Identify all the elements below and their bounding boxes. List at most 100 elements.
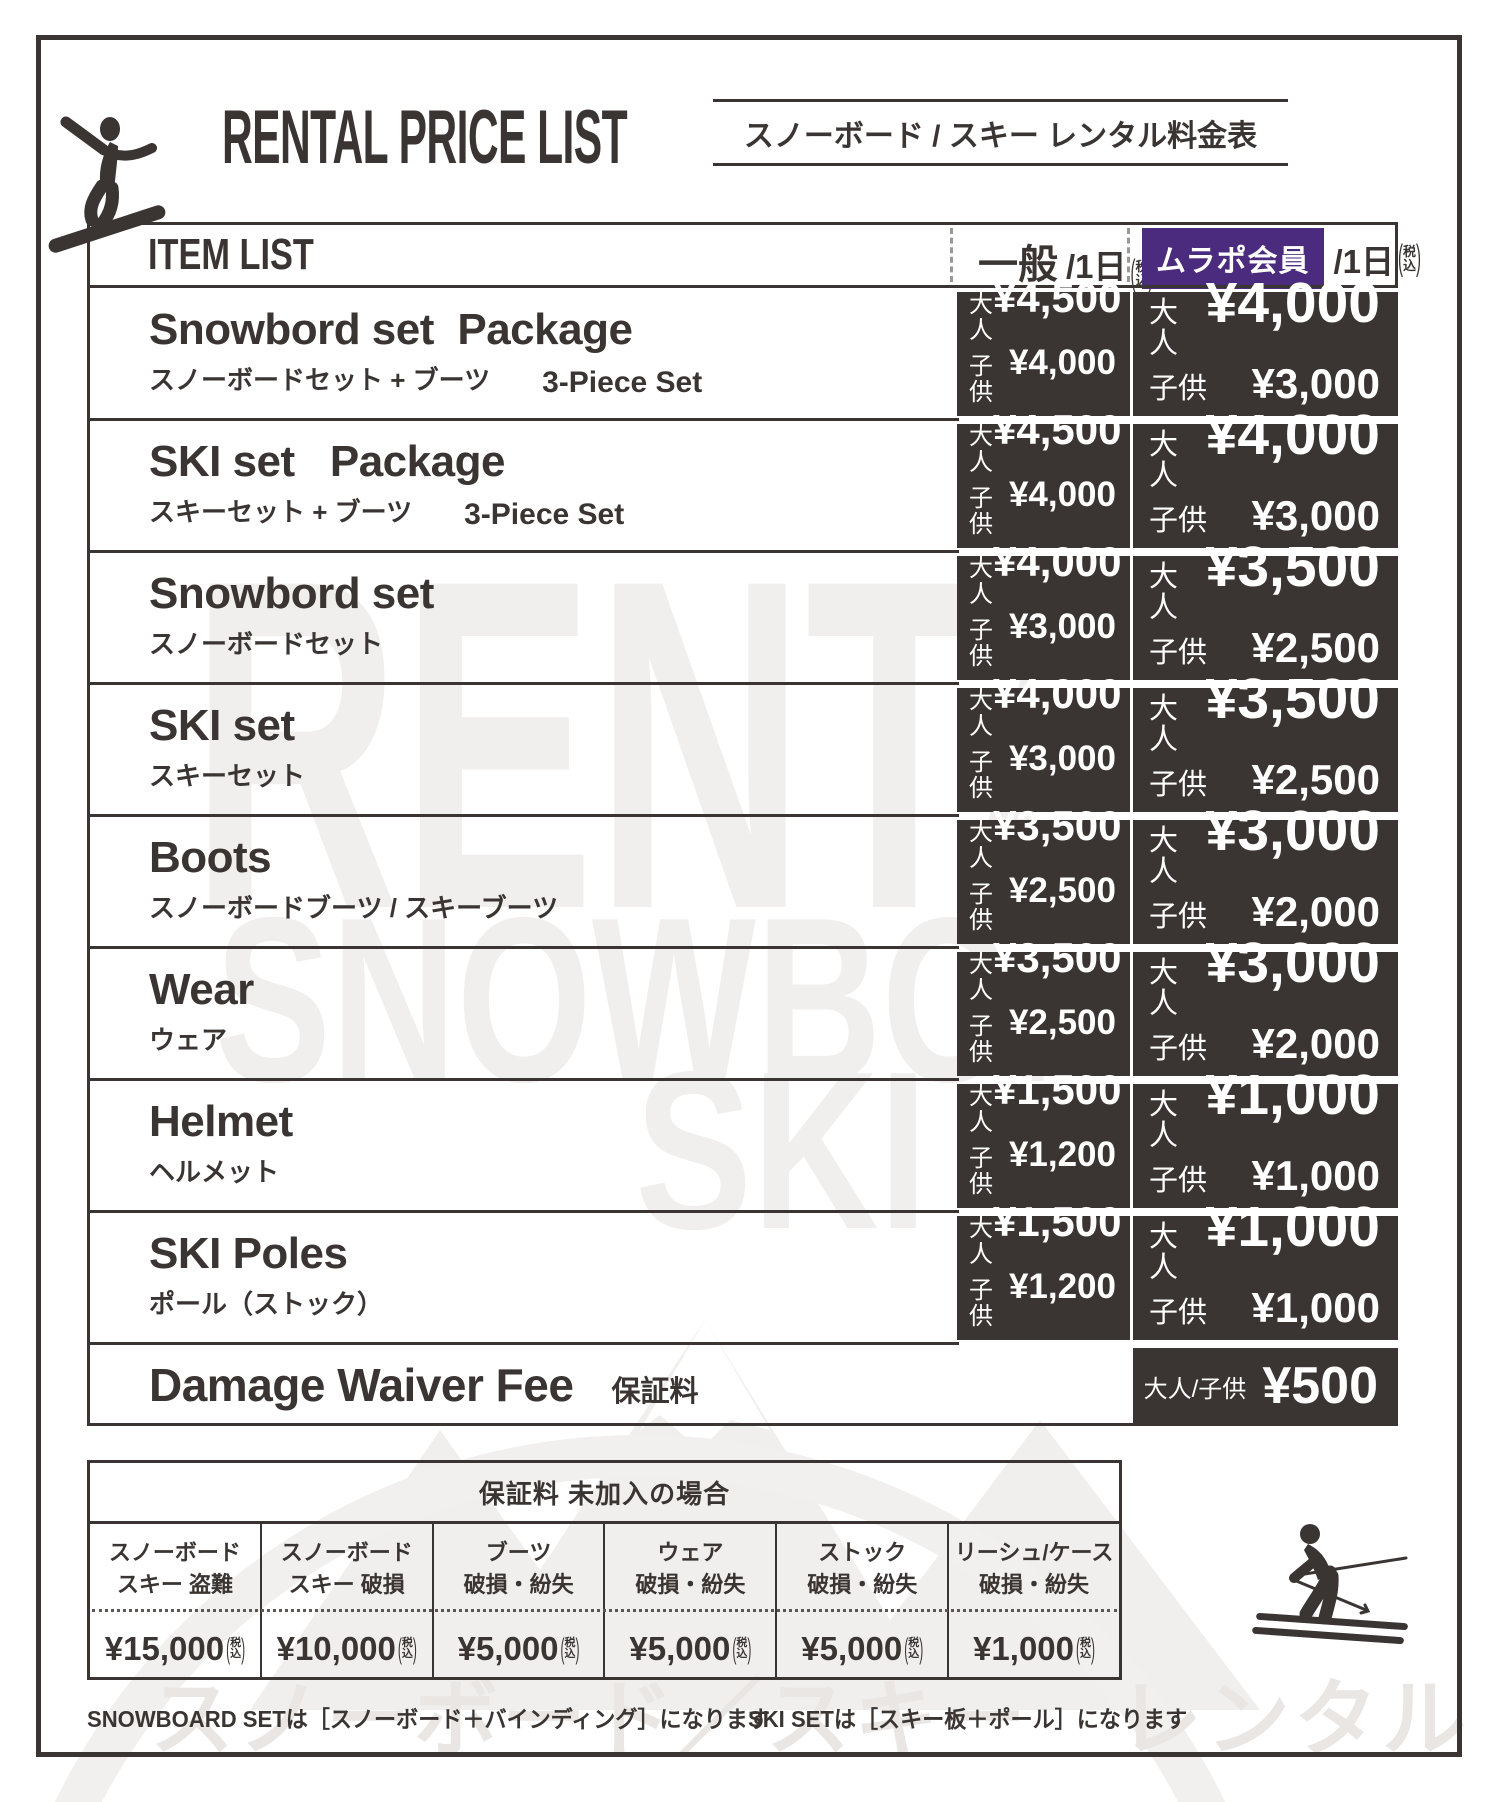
child-price: ¥1,200 — [1008, 1135, 1116, 1175]
table-top-rule — [87, 285, 1398, 288]
general-price-cell: 大人 ¥3,500 子供 ¥2,500 — [957, 803, 1130, 944]
item-name-jp: スキーセット + ブーツ — [149, 497, 413, 527]
general-price-cell: 大人 ¥3,500 子供 ¥2,500 — [957, 935, 1130, 1076]
penalty-column: スノーボード スキー 破損 ¥10,000(税込) — [259, 1524, 432, 1677]
item-name: Boots スノーボードブーツ / スキーブーツ — [149, 833, 559, 923]
damage-waiver-price: ¥500 — [1262, 1357, 1378, 1415]
item-note: 3-Piece Set — [542, 366, 703, 399]
item-name: SKI set スキーセット — [149, 701, 306, 791]
damage-waiver-price-cell: 大人/子供 ¥500 — [1133, 1348, 1398, 1424]
item-name-jp: 保証料 — [611, 1376, 699, 1408]
penalty-price: ¥5,000(税込) — [629, 1630, 752, 1667]
ski-set-note: SKI SETは［スキー板＋ポール］になります — [748, 1706, 1188, 1732]
member-column-header: ムラポ会員 /1日 (税込) — [1142, 228, 1421, 289]
table-row: SKI set スキーセット 大人 ¥4,000 子供 ¥3,000 大人 ¥3,50… — [87, 668, 1398, 816]
item-name: Snowbord set Package スノーボードセット + ブーツ 3-Pi… — [149, 305, 703, 399]
ghost-text-watermark: スノーボード／スキー レンタル — [150, 1672, 1471, 1766]
table-row: Snowbord set スノーボードセット 大人 ¥4,000 子供 ¥3,000… — [87, 536, 1398, 684]
child-price: ¥4,000 — [1008, 475, 1116, 515]
ski-watermark: SKI — [635, 1055, 928, 1247]
child-price: ¥1,000 — [1251, 1283, 1380, 1331]
member-price-cell: 大人 ¥3,000 子供 ¥2,000 — [1133, 932, 1398, 1076]
general-price-cell: 大人 ¥4,000 子供 ¥3,000 — [957, 671, 1130, 812]
item-list-heading: ITEM LIST — [148, 230, 314, 279]
general-price-cell: 大人 ¥1,500 子供 ¥1,200 — [957, 1067, 1130, 1208]
tax-included-badge: (税込) — [1076, 1632, 1096, 1666]
table-row: Boots スノーボードブーツ / スキーブーツ 大人 ¥3,500 子供 ¥2,5… — [87, 800, 1398, 948]
adult-price: ¥4,000 — [993, 538, 1122, 586]
penalty-price: ¥1,000(税込) — [973, 1630, 1096, 1667]
child-price: ¥3,000 — [1008, 607, 1116, 647]
item-name-jp: ウェア — [149, 1025, 228, 1055]
skier-icon — [1252, 1524, 1408, 1645]
penalty-column: ブーツ 破損・紛失 ¥5,000(税込) — [431, 1524, 604, 1677]
child-price: ¥3,000 — [1251, 491, 1380, 539]
table-left-rule — [87, 222, 90, 1426]
penalty-table: 保証料 未加入の場合 スノーボード スキー 盗難 ¥15,000(税込) スノーボ… — [87, 1460, 1122, 1680]
tax-included-badge: (税込) — [904, 1632, 924, 1666]
member-price-cell: 大人 ¥4,000 子供 ¥3,000 — [1133, 272, 1398, 416]
item-name: SKI Poles ポール（ストック） — [149, 1229, 384, 1319]
child-price: ¥2,500 — [1251, 755, 1380, 803]
item-name-jp: ポール（ストック） — [149, 1289, 384, 1319]
adult-price: ¥1,500 — [993, 1198, 1122, 1246]
item-name-jp: ヘルメット — [149, 1157, 280, 1187]
tax-included-badge: (税込) — [560, 1632, 580, 1666]
tax-included-badge: (税込) — [397, 1632, 417, 1666]
page-subtitle: スノーボード / スキー レンタル料金表 — [713, 99, 1288, 166]
item-name-jp: スノーボードブーツ / スキーブーツ — [149, 893, 559, 923]
item-name: Snowbord set スノーボードセット — [149, 569, 434, 659]
member-price-cell: 大人 ¥1,000 子供 ¥1,000 — [1133, 1064, 1398, 1208]
column-divider-dash — [1127, 228, 1130, 282]
penalty-price: ¥15,000(税込) — [104, 1630, 246, 1667]
child-price: ¥3,000 — [1251, 359, 1380, 407]
table-row: SKI Poles ポール（ストック） 大人 ¥1,500 子供 ¥1,200 大人… — [87, 1196, 1398, 1344]
general-price-cell: 大人 ¥4,000 子供 ¥3,000 — [957, 539, 1130, 680]
item-name: SKI set Package スキーセット + ブーツ 3-Piece Set — [149, 437, 625, 531]
general-price-cell: 大人 ¥1,500 子供 ¥1,200 — [957, 1199, 1130, 1340]
item-name: Damage Waiver Fee 保証料 — [149, 1359, 699, 1411]
member-price-cell: 大人 ¥3,000 子供 ¥2,000 — [1133, 800, 1398, 944]
table-row: Wear ウェア 大人 ¥3,500 子供 ¥2,500 大人 ¥3,000 子供 ¥2… — [87, 932, 1398, 1080]
header-top-rule — [87, 222, 1398, 225]
adult-price: ¥3,500 — [1205, 535, 1380, 600]
adult-child-label: 大人/子供 — [1143, 1375, 1247, 1403]
snowboard-set-note: SNOWBOARD SETは［スノーボード＋バインディング］になります — [87, 1706, 770, 1732]
table-row: Snowbord set Package スノーボードセット + ブーツ 3-Pi… — [87, 272, 1398, 420]
general-label: 一般 — [978, 243, 1058, 287]
adult-price: ¥3,000 — [1205, 799, 1380, 864]
adult-price: ¥4,000 — [1205, 271, 1380, 336]
member-price-cell: 大人 ¥3,500 子供 ¥2,500 — [1133, 668, 1398, 812]
adult-price: ¥4,500 — [993, 274, 1122, 322]
penalty-price: ¥5,000(税込) — [801, 1630, 924, 1667]
item-note: 3-Piece Set — [464, 498, 625, 531]
child-price: ¥2,500 — [1251, 623, 1380, 671]
member-badge: ムラポ会員 — [1142, 228, 1324, 289]
child-price: ¥2,000 — [1251, 887, 1380, 935]
item-name-jp: スノーボードセット — [149, 629, 384, 659]
adult-price: ¥3,500 — [1205, 667, 1380, 732]
adult-price: ¥4,000 — [993, 670, 1122, 718]
child-price: ¥2,500 — [1008, 871, 1116, 911]
item-name: Helmet ヘルメット — [149, 1097, 293, 1187]
penalty-column: スノーボード スキー 盗難 ¥15,000(税込) — [90, 1524, 260, 1677]
adult-price: ¥1,500 — [993, 1066, 1122, 1114]
snowboarder-icon — [48, 116, 166, 253]
tax-included-badge: (税込) — [732, 1632, 752, 1666]
adult-price: ¥1,000 — [1205, 1063, 1380, 1128]
adult-price: ¥4,000 — [1205, 403, 1380, 468]
child-price: ¥1,200 — [1008, 1267, 1116, 1307]
penalty-price: ¥5,000(税込) — [457, 1630, 580, 1667]
item-name-jp: スノーボードセット + ブーツ — [149, 365, 491, 395]
penalty-column: リーシュ/ケース 破損・紛失 ¥1,000(税込) — [947, 1524, 1119, 1677]
member-price-cell: 大人 ¥4,000 子供 ¥3,000 — [1133, 404, 1398, 548]
damage-waiver-row: Damage Waiver Fee 保証料 大人/子供 ¥500 — [87, 1342, 1398, 1426]
header-right-rule — [1395, 222, 1398, 288]
table-bottom-rule — [87, 1423, 1398, 1426]
rental-watermark: RENTAL — [190, 545, 1033, 965]
general-price-cell: 大人 ¥4,500 子供 ¥4,000 — [957, 275, 1130, 416]
page-title: RENTAL PRICE LIST — [222, 95, 628, 180]
child-price: ¥2,500 — [1008, 1003, 1116, 1043]
